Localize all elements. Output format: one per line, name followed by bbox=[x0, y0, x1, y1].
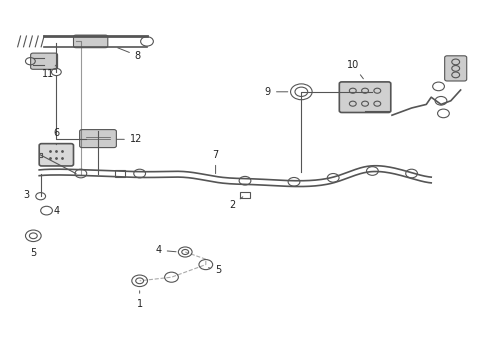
Bar bbox=[115, 170, 125, 177]
Text: 12: 12 bbox=[117, 134, 142, 144]
Text: 11: 11 bbox=[42, 65, 56, 79]
Text: 6: 6 bbox=[53, 128, 59, 145]
Text: 2: 2 bbox=[229, 197, 243, 210]
Text: 10: 10 bbox=[346, 60, 364, 79]
Text: 4: 4 bbox=[54, 206, 60, 216]
Text: 3: 3 bbox=[24, 190, 29, 200]
FancyBboxPatch shape bbox=[30, 53, 58, 69]
FancyBboxPatch shape bbox=[79, 130, 117, 148]
Text: 4: 4 bbox=[156, 245, 176, 255]
FancyBboxPatch shape bbox=[339, 82, 391, 112]
Bar bbox=[240, 192, 250, 198]
Text: 1: 1 bbox=[137, 291, 143, 309]
FancyBboxPatch shape bbox=[445, 56, 467, 81]
Text: 7: 7 bbox=[213, 150, 219, 174]
Text: 5: 5 bbox=[209, 265, 222, 275]
FancyBboxPatch shape bbox=[74, 35, 108, 48]
Text: 8: 8 bbox=[118, 48, 141, 61]
Text: 9: 9 bbox=[265, 87, 288, 97]
FancyBboxPatch shape bbox=[39, 144, 74, 166]
Text: 5: 5 bbox=[30, 248, 36, 258]
